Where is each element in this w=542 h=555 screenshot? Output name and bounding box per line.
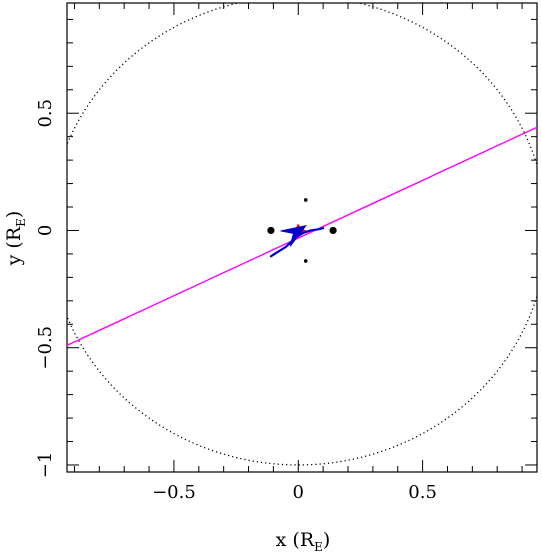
lens-points: [267, 198, 337, 263]
plot-frame: [66, 2, 538, 473]
axis-ticks: [67, 3, 537, 472]
y-tick-label: −0.5: [35, 326, 56, 370]
x-axis-label: x (RE): [276, 529, 331, 554]
secondary-point-2: [303, 259, 308, 263]
x-tick-label: 0: [293, 482, 304, 503]
tick-labels: −0.500.51−1−0.500.5: [35, 99, 542, 503]
source-trajectory: [67, 126, 537, 347]
x-tick-label: 0.5: [408, 482, 437, 503]
source-arc-path: [269, 227, 325, 258]
y-tick-label: −1: [35, 452, 56, 479]
direction-arrow: [280, 225, 307, 247]
lens-mass-2: [329, 226, 337, 235]
x-tick-label: −0.5: [152, 482, 196, 503]
y-tick-label: 0.5: [35, 99, 56, 128]
source-arc: [269, 225, 325, 258]
y-axis-label: y (RE): [3, 211, 28, 267]
plot-border: [66, 2, 538, 473]
secondary-point-1: [303, 198, 308, 202]
trajectory-line: [67, 126, 537, 347]
lens-mass-1: [267, 226, 275, 235]
y-tick-label: 0: [35, 225, 56, 236]
